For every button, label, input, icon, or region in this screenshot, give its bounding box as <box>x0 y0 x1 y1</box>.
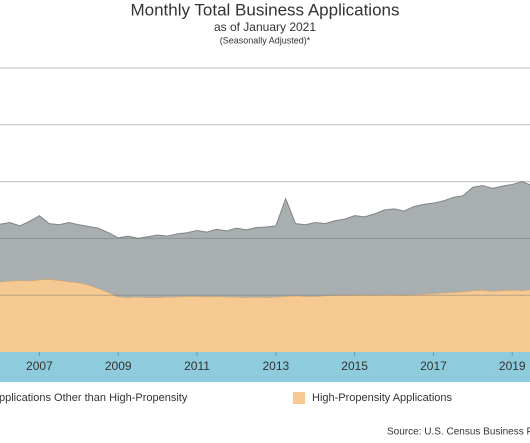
source: Source: U.S. Census Business Fo <box>387 427 530 438</box>
x-tick-label: 2017 <box>420 359 447 373</box>
x-tick-label: 2007 <box>26 359 53 373</box>
area-edge <box>0 278 530 298</box>
chart-subtitle: as of January 2021 <box>214 20 316 34</box>
legend-label: pplications Other than High-Propensity <box>0 392 188 404</box>
x-tick-label: 2011 <box>184 359 210 373</box>
x-tick-label: 2015 <box>341 359 368 373</box>
area <box>0 181 530 298</box>
area-edge <box>0 181 530 239</box>
chart-title: Monthly Total Business Applications <box>130 0 399 19</box>
legend-swatch <box>293 392 305 404</box>
overlay: 2007 2009 2011 2013 2015 2017 2019 pplications … <box>0 67 530 404</box>
x-tick-label: 2019 <box>499 359 526 373</box>
chart-note: (Seasonally Adjusted)* <box>220 35 311 45</box>
legend-label: High-Propensity Applications <box>312 392 453 404</box>
x-axis-band <box>0 352 530 382</box>
plot-area <box>0 181 530 352</box>
x-tick-label: 2009 <box>105 359 132 373</box>
x-tick-label: 2013 <box>262 359 289 373</box>
